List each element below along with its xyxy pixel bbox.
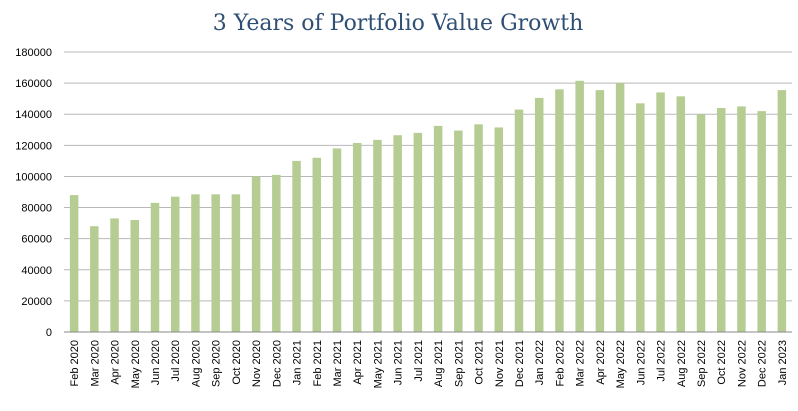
y-tick-label: 100000: [15, 171, 52, 183]
x-tick-label: Mar 2020: [89, 340, 101, 386]
bar: [332, 148, 342, 332]
x-tick-label: Sep 2022: [696, 340, 708, 387]
bar: [312, 157, 322, 332]
bar: [170, 196, 180, 332]
y-tick-label: 80000: [21, 203, 52, 215]
x-tick-label: Feb 2022: [554, 340, 566, 386]
bar: [130, 220, 140, 332]
x-tick-label: Aug 2020: [190, 340, 202, 387]
bar: [534, 97, 544, 332]
bar: [393, 135, 402, 332]
chart-title: 3 Years of Portfolio Value Growth: [213, 11, 584, 36]
bar: [514, 109, 524, 332]
x-tick-label: May 2021: [372, 340, 384, 388]
x-tick-label: Jan 2023: [777, 340, 789, 385]
x-tick-label: Nov 2021: [494, 340, 506, 387]
bar: [191, 194, 200, 332]
bar: [595, 90, 605, 332]
x-tick-label: Aug 2022: [676, 340, 688, 387]
x-tick-label: Jan 2021: [292, 340, 304, 385]
y-tick-label: 0: [46, 327, 52, 339]
x-tick-label: Apr 2022: [595, 340, 607, 385]
x-tick-label: Aug 2021: [433, 340, 445, 387]
bar: [292, 160, 301, 332]
x-tick-label: Sep 2020: [211, 340, 223, 387]
x-tick-label: Apr 2021: [352, 340, 364, 385]
x-tick-label: Jun 2021: [393, 340, 405, 385]
x-tick-label: Feb 2020: [69, 340, 81, 386]
x-tick-label: Feb 2021: [312, 340, 324, 386]
y-tick-label: 180000: [15, 47, 52, 59]
x-tick-label: Jan 2022: [534, 340, 546, 385]
x-tick-label: May 2022: [615, 340, 627, 388]
y-axis-ticks: 0 20000 40000 60000 80000 100000 120000 140000 1…: [15, 47, 52, 339]
bar: [211, 194, 220, 332]
bar: [251, 176, 261, 332]
x-tick-label: Apr 2020: [110, 340, 122, 385]
bar: [656, 92, 665, 332]
x-tick-label: Oct 2021: [474, 340, 486, 385]
bar: [757, 111, 766, 332]
bar: [90, 226, 99, 332]
y-tick-label: 160000: [15, 78, 52, 90]
x-tick-label: Jul 2021: [413, 340, 425, 382]
bar: [150, 202, 160, 332]
bars: [69, 80, 787, 333]
bar: [433, 125, 443, 332]
bar: [474, 124, 483, 332]
x-tick-label: Nov 2022: [736, 340, 748, 387]
bar: [716, 108, 726, 332]
x-tick-label: Dec 2022: [757, 340, 769, 387]
bar: [555, 89, 564, 332]
x-tick-label: Jul 2022: [656, 340, 668, 382]
bar: [373, 139, 382, 332]
y-tick-label: 40000: [21, 265, 52, 277]
x-axis-ticks: Feb 2020 Mar 2020 Apr 2020 May 2020 Jun 2020…: [69, 340, 789, 388]
y-tick-label: 60000: [21, 234, 52, 246]
x-tick-label: Oct 2020: [231, 340, 243, 385]
x-tick-label: Jun 2020: [150, 340, 162, 385]
bar: [676, 96, 686, 332]
y-tick-label: 20000: [21, 296, 52, 308]
bar: [231, 194, 241, 332]
bar: [737, 106, 746, 332]
bar: [413, 132, 423, 332]
x-tick-label: Mar 2021: [332, 340, 344, 386]
bar: [575, 80, 584, 333]
bar: [352, 143, 362, 332]
bar: [69, 195, 79, 332]
bar: [696, 114, 706, 332]
x-tick-label: Jul 2020: [170, 340, 182, 382]
bar: [777, 90, 787, 332]
y-tick-label: 140000: [15, 109, 52, 121]
gridlines: [64, 51, 792, 302]
x-tick-label: Jun 2022: [635, 340, 647, 385]
x-tick-label: Oct 2022: [716, 340, 728, 385]
bar: [110, 218, 119, 332]
bar: [454, 130, 463, 332]
x-tick-label: Nov 2020: [251, 340, 263, 387]
x-tick-label: Dec 2021: [514, 340, 526, 387]
x-tick-label: Sep 2021: [453, 340, 465, 387]
x-tick-label: May 2020: [130, 340, 142, 388]
bar: [272, 174, 281, 332]
x-tick-label: Dec 2020: [271, 340, 283, 387]
bar: [615, 83, 625, 332]
bar: [494, 127, 504, 332]
x-tick-label: Mar 2022: [575, 340, 587, 386]
bar: [636, 103, 645, 332]
y-tick-label: 120000: [15, 140, 52, 152]
